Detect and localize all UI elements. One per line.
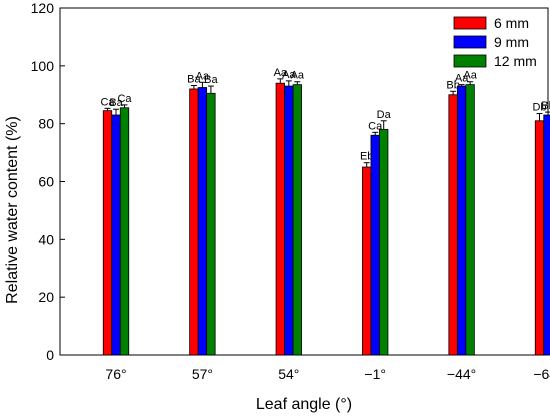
bar	[362, 166, 372, 356]
bar	[379, 129, 389, 356]
y-axis-label: Relative water content (%)	[4, 116, 21, 304]
plot-area: 02040608010012076°CaBaCa57°BaAaBa54°AaAa…	[31, 0, 550, 382]
bar	[206, 92, 216, 356]
bar	[292, 84, 302, 356]
legend-swatch	[453, 35, 487, 49]
y-tick-label: 120	[31, 0, 55, 16]
y-tick-label: 60	[38, 174, 54, 190]
bar	[456, 85, 467, 356]
bar	[275, 82, 285, 356]
y-tick-label: 20	[38, 289, 54, 305]
significance-letter: Ca	[117, 93, 132, 105]
significance-letter: Ba	[204, 74, 218, 86]
bar	[189, 88, 199, 356]
legend-label: 12 mm	[494, 53, 537, 69]
legend: 6 mm 9 mm 12 mm	[453, 15, 537, 69]
y-tick-label: 0	[46, 347, 54, 363]
x-axis-label: Leaf angle (°)	[256, 396, 352, 413]
x-tick-label: 57°	[192, 366, 213, 382]
x-tick-label: 76°	[105, 366, 126, 382]
significance-letter: Ca	[100, 96, 115, 108]
x-tick-label: −1°	[364, 366, 386, 382]
x-tick-label: 54°	[278, 366, 299, 382]
significance-letter: Aa	[274, 67, 288, 79]
significance-letter: Aa	[455, 73, 469, 85]
significance-letter: Db	[532, 102, 546, 114]
bar	[543, 114, 550, 356]
x-tick-label: −64°	[533, 366, 550, 382]
bar	[534, 120, 545, 356]
bar	[284, 85, 294, 356]
bar	[111, 114, 121, 356]
bar	[119, 107, 130, 356]
significance-letter: Bb	[541, 100, 550, 112]
bar	[197, 87, 208, 356]
significance-letter: Ba	[187, 73, 201, 85]
significance-letter: Bb	[446, 79, 459, 91]
legend-swatch	[453, 54, 487, 68]
significance-letter: Aa	[196, 70, 210, 82]
legend-label: 6 mm	[494, 15, 529, 31]
significance-letter: Aa	[463, 70, 477, 82]
significance-letter: Eb	[360, 151, 373, 163]
x-tick-label: −44°	[447, 366, 476, 382]
y-tick-label: 100	[31, 58, 55, 74]
y-tick-label: 80	[38, 116, 54, 132]
bar	[448, 94, 458, 356]
significance-letter: Da	[377, 109, 392, 121]
significance-letter: Aa	[291, 70, 305, 82]
bar	[370, 134, 380, 356]
bar	[102, 110, 113, 356]
bar	[465, 84, 475, 356]
significance-letter: Aa	[282, 69, 296, 81]
legend-swatch	[453, 16, 487, 30]
significance-letter: Ba	[109, 97, 123, 109]
legend-label: 9 mm	[494, 34, 529, 50]
y-tick-label: 40	[38, 231, 54, 247]
